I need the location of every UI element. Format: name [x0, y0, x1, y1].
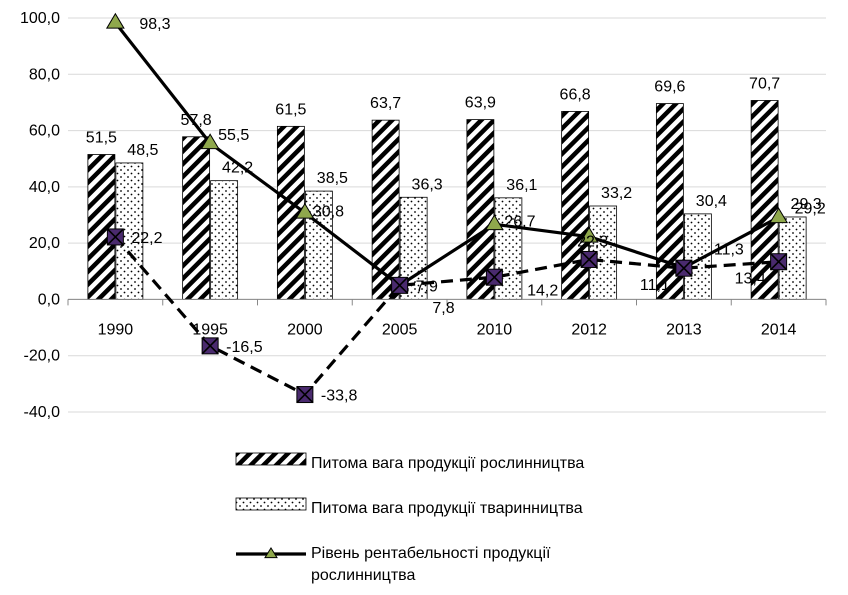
legend-triangle-marker	[264, 547, 278, 559]
x-marker-stroke	[296, 385, 314, 404]
y-tick-label: 60,0	[29, 123, 60, 140]
x-tick-label: 1990	[98, 321, 134, 338]
data-label: 30,4	[696, 193, 727, 210]
data-label: 22,3	[577, 234, 608, 251]
data-label: 29,2	[795, 200, 826, 217]
x-marker-stroke	[770, 253, 788, 271]
triangle-marker	[295, 202, 315, 219]
x-marker-stroke	[675, 259, 693, 277]
data-label: 42,2	[222, 160, 253, 177]
bar-crops	[561, 111, 590, 300]
data-label: -16,5	[226, 339, 263, 356]
bar-crops	[371, 119, 400, 300]
legend-swatch	[235, 452, 307, 466]
x-marker-stroke	[391, 276, 409, 294]
data-label: 11,3	[714, 242, 744, 259]
triangle-marker	[579, 226, 599, 243]
data-label: 55,5	[218, 127, 249, 144]
gridlines	[68, 17, 826, 413]
y-tick-label: 20,0	[29, 235, 60, 252]
data-label: 70,7	[749, 75, 780, 92]
legend-swatch	[235, 497, 307, 511]
data-label: 36,1	[506, 177, 537, 194]
data-label: 38,5	[317, 170, 348, 187]
data-label: 69,6	[654, 79, 685, 96]
bar-crops	[182, 136, 211, 300]
data-label: 11,1	[640, 277, 670, 294]
data-label: 63,7	[370, 95, 401, 112]
data-label: 30,8	[313, 204, 344, 221]
bars	[87, 100, 807, 300]
data-label: 26,7	[504, 213, 535, 230]
data-label: 51,5	[86, 129, 117, 146]
data-label: 98,3	[139, 16, 170, 33]
y-tick-label: 0,0	[38, 291, 60, 308]
x-tick-label: 2010	[477, 321, 513, 338]
data-label: 22,2	[131, 230, 162, 247]
data-label: 13,4	[735, 271, 766, 288]
axes: 100,0 80,0 60,0 40,0 20,0 0,0 -20,0 -40,0 1990 19…	[20, 10, 827, 421]
data-label: 57,8	[181, 112, 212, 129]
triangle-marker	[769, 207, 789, 224]
bar-livestock	[304, 190, 333, 300]
x-marker-stroke	[201, 337, 219, 355]
data-label: 61,5	[275, 101, 306, 118]
data-label: 36,3	[412, 176, 443, 193]
data-label: 7,9	[416, 278, 438, 295]
legend-label: Питома вага продукції тваринництва	[311, 500, 583, 517]
bar-livestock	[210, 180, 239, 300]
data-labels: 51,5 57,8 61,5 63,7 63,9 66,8 69,6 70,7 48,5 42,2…	[86, 16, 826, 405]
x-marker-stroke	[580, 250, 598, 269]
y-tick-label: 100,0	[20, 10, 60, 27]
y-tick-label: 40,0	[29, 179, 60, 196]
x-tick-label: 2000	[287, 321, 323, 338]
data-label: 33,2	[601, 185, 632, 202]
y-tick-label: -20,0	[24, 348, 61, 365]
legend-label: Питома вага продукції рослинництва	[311, 455, 584, 472]
triangle-marker	[484, 214, 504, 231]
data-label: 66,8	[560, 86, 591, 103]
y-tick-label: -40,0	[24, 404, 61, 421]
triangle-marker	[105, 12, 125, 29]
legend: Питома вага продукції рослинництва Питома…	[235, 452, 584, 584]
triangle-marker	[200, 133, 220, 150]
x-tick-label: 1995	[192, 321, 228, 338]
line-series-dashed	[114, 235, 779, 397]
x-tick-label: 2005	[382, 321, 418, 338]
x-marker-stroke	[106, 228, 124, 246]
lines	[105, 12, 789, 404]
x-tick-label: 2014	[761, 321, 797, 338]
data-label: -33,8	[321, 388, 358, 405]
data-label: 29,3	[791, 196, 822, 213]
line-series-profitability	[114, 21, 780, 287]
data-label: 48,5	[127, 142, 158, 159]
data-label: 63,9	[465, 95, 496, 112]
data-label: 7,8	[432, 300, 454, 317]
bar-crops	[87, 154, 116, 300]
data-label: 14,2	[527, 282, 558, 299]
legend-label: Рівень рентабельності продукції рослинниц…	[311, 545, 551, 584]
x-tick-label: 2013	[666, 321, 702, 338]
x-marker-stroke	[485, 268, 503, 286]
y-tick-label: 80,0	[29, 66, 60, 83]
x-tick-label: 2012	[571, 321, 607, 338]
